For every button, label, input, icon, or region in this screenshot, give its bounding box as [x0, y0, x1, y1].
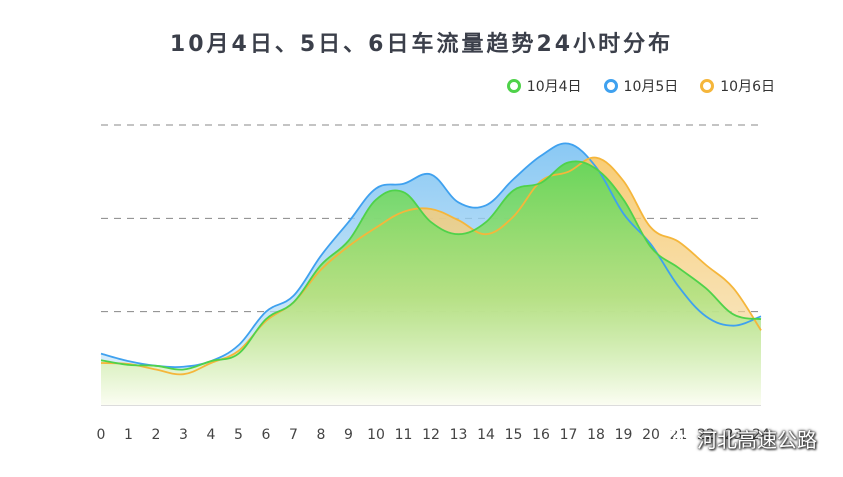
legend-item-oct5[interactable]: 10月5日	[603, 76, 679, 96]
x-tick-label: 4	[207, 427, 216, 443]
x-tick-label: 2	[152, 427, 161, 443]
legend-marker-oct5	[603, 79, 618, 93]
x-tick-label: 24	[752, 427, 770, 443]
x-tick-label: 9	[344, 427, 353, 443]
x-tick-label: 12	[422, 427, 440, 443]
chart-title: 10月4日、5日、6日车流量趋势24小时分布	[169, 32, 674, 57]
x-tick-label: 10	[367, 427, 385, 443]
watermark-text: 河北高速公路	[697, 428, 817, 452]
legend-label-oct4: 10月4日	[526, 79, 582, 95]
area-oct4	[101, 161, 761, 405]
watermark: 河北高速公路	[661, 424, 817, 453]
x-tick-label: 14	[477, 427, 495, 443]
x-tick-label: 20	[642, 427, 660, 443]
series-line-oct4[interactable]	[100, 160, 762, 371]
x-tick-label: 19	[615, 427, 633, 443]
legend: 10月4日 10月5日 10月6日	[506, 76, 775, 96]
x-tick-label: 8	[317, 427, 326, 443]
legend-marker-oct6	[700, 79, 715, 93]
x-tick-label: 15	[505, 427, 523, 443]
legend-marker-oct4	[506, 79, 521, 93]
x-tick-label: 11	[395, 427, 413, 443]
x-tick-label: 16	[532, 427, 550, 443]
x-tick-label: 7	[289, 427, 298, 443]
legend-item-oct6[interactable]: 10月6日	[700, 76, 775, 96]
x-tick-label: 22	[697, 427, 715, 443]
x-tick-label: 5	[234, 427, 243, 443]
x-tick-label: 1	[124, 427, 133, 443]
x-tick-label: 23	[725, 427, 743, 443]
x-tick-label: 6	[262, 427, 271, 443]
legend-label-oct5: 10月5日	[623, 79, 679, 95]
x-tick-label: 17	[560, 427, 578, 443]
x-tick-label: 0	[97, 427, 106, 443]
wechat-icon	[661, 427, 691, 450]
x-tick-label: 13	[450, 427, 468, 443]
legend-item-oct4[interactable]: 10月4日	[506, 76, 582, 96]
series-line-oct6[interactable]	[100, 156, 762, 376]
x-tick-label: 18	[587, 427, 605, 443]
legend-label-oct6: 10月6日	[720, 79, 775, 95]
x-tick-label: 3	[179, 427, 188, 443]
